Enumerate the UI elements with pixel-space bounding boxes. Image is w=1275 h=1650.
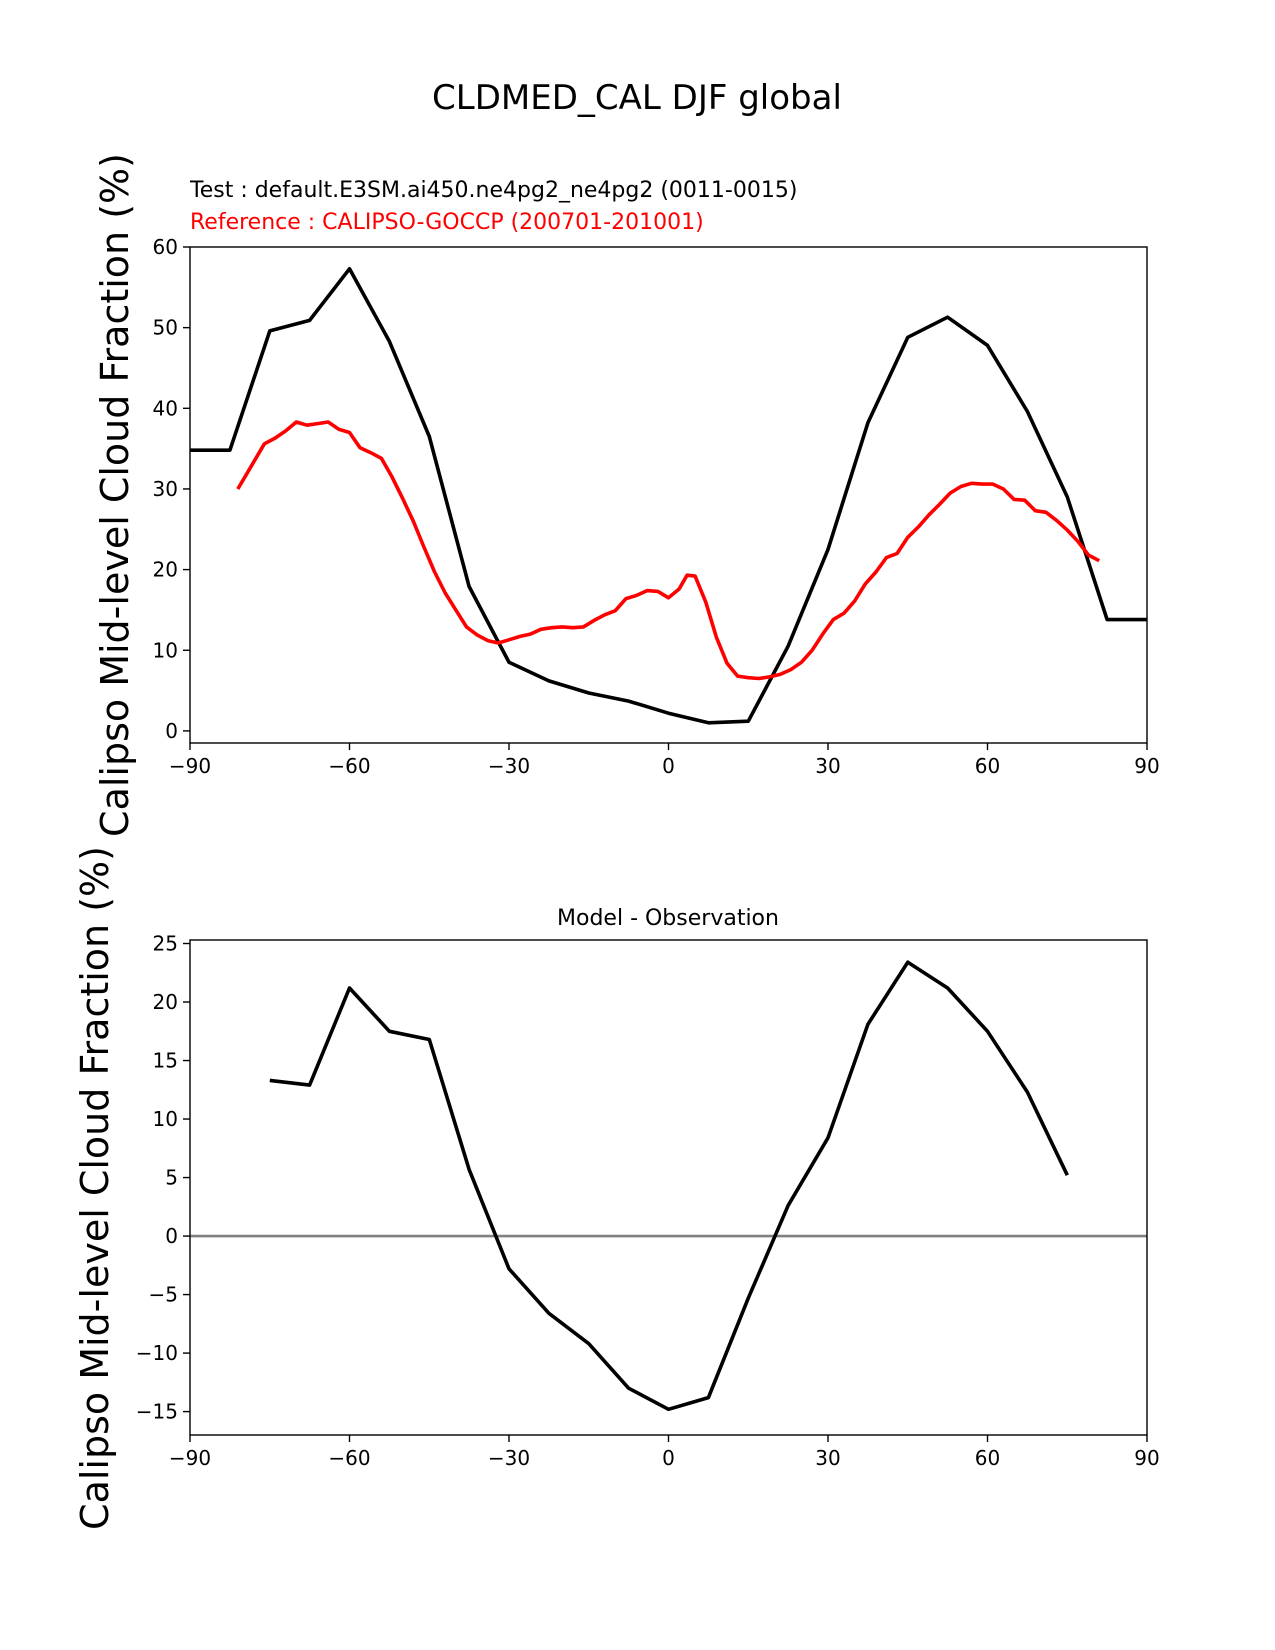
- bottom-panel-y-tick-label: −15: [136, 1400, 178, 1424]
- bottom-panel-ticks: −90 −60 −30 0 30 60 90 −15 −10 −5 0 5 10 15 20 25: [136, 932, 1160, 1470]
- figure-title: CLDMED_CAL DJF global: [432, 78, 842, 118]
- bottom-panel-y-axis-label: Calipso Mid-level Cloud Fraction (%): [73, 846, 117, 1530]
- bottom-panel-y-tick-label: −10: [136, 1341, 178, 1365]
- top-panel-axes-frame: [189, 246, 1148, 744]
- bottom-panel-x-tick-label: −30: [488, 1446, 530, 1470]
- top-panel-y-tick-label: 10: [153, 638, 178, 662]
- top-panel-x-tick-label: −30: [488, 754, 530, 778]
- bottom-panel-y-tick-label: 10: [153, 1107, 178, 1131]
- bottom-panel-x-tick-label: 60: [975, 1446, 1000, 1470]
- top-panel-y-tick-label: 60: [153, 235, 178, 259]
- bottom-panel-series-model-observation: [269, 960, 1069, 1412]
- top-panel-x-tick-label: −90: [169, 754, 211, 778]
- top-panel-y-tick-label: 0: [165, 719, 178, 743]
- top-panel-y-tick-label: 50: [153, 316, 178, 340]
- top-panel-x-tick-label: −60: [328, 754, 370, 778]
- bottom-panel-y-tick-label: 15: [153, 1049, 178, 1073]
- bottom-panel-y-tick-label: 0: [165, 1224, 178, 1248]
- top-panel-y-axis-label: Calipso Mid-level Cloud Fraction (%): [93, 153, 137, 837]
- bottom-panel-x-tick-label: 30: [815, 1446, 840, 1470]
- bottom-panel: Model - Observation −90 −60 −30 0 30 60 90−15−…: [73, 846, 1160, 1530]
- bottom-panel-axes-frame: [189, 939, 1148, 1436]
- top-panel: Test : default.E3SM.ai450.ne4pg2_ne4pg2 …: [93, 153, 1160, 837]
- top-panel-x-tick-label: 60: [975, 754, 1000, 778]
- bottom-panel-y-tick-label: 25: [153, 932, 178, 956]
- top-panel-ticks: −90 −60 −30 0 30 60 90 0 10 20 30 40 50 60: [153, 235, 1160, 778]
- top-panel-x-tick-label: 0: [662, 754, 675, 778]
- top-panel-reference-label: Reference : CALIPSO-GOCCP (200701-201001…: [190, 210, 704, 235]
- bottom-panel-y-tick-label: 20: [153, 990, 178, 1014]
- top-panel-series-reference: [236, 420, 1101, 681]
- bottom-panel-x-tick-label: 90: [1134, 1446, 1159, 1470]
- bottom-panel-series: [269, 960, 1069, 1412]
- bottom-panel-y-tick-label: −5: [149, 1283, 178, 1307]
- bottom-panel-x-tick-label: −90: [169, 1446, 211, 1470]
- bottom-panel-x-tick-label: −60: [328, 1446, 370, 1470]
- top-panel-x-tick-label: 30: [815, 754, 840, 778]
- top-panel-y-tick-label: 30: [153, 477, 178, 501]
- top-panel-x-tick-label: 90: [1134, 754, 1159, 778]
- top-panel-y-tick-label: 40: [153, 396, 178, 420]
- bottom-panel-title: Model - Observation: [557, 906, 779, 931]
- top-panel-series: [190, 266, 1147, 725]
- top-panel-series-test: [190, 266, 1147, 725]
- top-panel-test-label: Test : default.E3SM.ai450.ne4pg2_ne4pg2 …: [189, 178, 797, 203]
- bottom-panel-x-tick-label: 0: [662, 1446, 675, 1470]
- bottom-panel-y-tick-label: 5: [165, 1166, 178, 1190]
- top-panel-y-tick-label: 20: [153, 558, 178, 582]
